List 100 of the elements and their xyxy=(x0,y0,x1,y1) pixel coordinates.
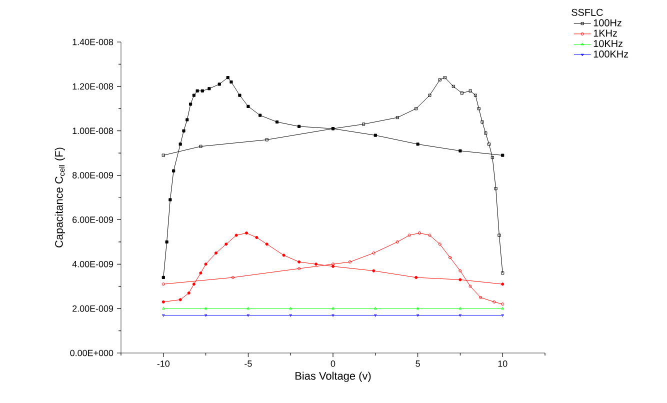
point xyxy=(492,300,496,304)
point xyxy=(289,314,292,317)
legend-title: SSFLC xyxy=(572,8,603,16)
point xyxy=(196,89,199,92)
point xyxy=(162,300,165,304)
point xyxy=(182,129,186,132)
point xyxy=(275,120,279,124)
point xyxy=(208,87,211,90)
point xyxy=(172,169,176,172)
point xyxy=(474,94,478,97)
legend-label: 1KHz xyxy=(594,30,617,37)
point xyxy=(224,242,228,246)
y-tick-label: 1.00E-008 xyxy=(72,128,114,134)
point xyxy=(214,251,218,255)
point xyxy=(231,276,234,280)
point xyxy=(460,92,464,95)
point xyxy=(498,234,501,237)
y-tick-label: 1.40E-008 xyxy=(72,38,114,46)
point xyxy=(238,94,242,97)
point xyxy=(348,260,352,264)
point xyxy=(332,314,334,317)
point xyxy=(199,271,202,275)
point xyxy=(479,296,482,300)
point xyxy=(396,240,399,244)
point xyxy=(186,118,189,122)
point xyxy=(374,134,377,137)
legend-label: 10KHz xyxy=(594,40,623,48)
point xyxy=(414,107,418,110)
y-axis-title: Capacitance C$_{cell}$ (F) xyxy=(54,148,66,248)
x-tick-label: 0 xyxy=(330,360,336,367)
point xyxy=(258,114,262,117)
point xyxy=(428,94,432,97)
point xyxy=(418,231,422,235)
legend-label: 100KHz xyxy=(594,50,628,58)
point xyxy=(188,102,192,106)
point xyxy=(244,231,248,235)
x-tick-label: -10 xyxy=(157,360,170,367)
point xyxy=(408,234,411,237)
point xyxy=(438,242,442,246)
point xyxy=(192,94,196,97)
point xyxy=(178,142,182,146)
point xyxy=(362,122,366,126)
point xyxy=(234,234,238,237)
point xyxy=(501,154,504,157)
point xyxy=(265,242,268,246)
point xyxy=(458,278,462,282)
point xyxy=(192,282,196,286)
point xyxy=(501,282,504,286)
point xyxy=(443,76,446,80)
point xyxy=(480,120,484,124)
point xyxy=(168,198,172,202)
point xyxy=(265,138,268,142)
point xyxy=(458,269,462,272)
point xyxy=(246,104,250,108)
y-tick-label: 8.00E-009 xyxy=(72,172,114,178)
point xyxy=(372,251,376,255)
point xyxy=(199,144,202,148)
point xyxy=(490,156,494,160)
point xyxy=(298,124,301,128)
point xyxy=(414,276,418,280)
point xyxy=(314,262,318,266)
point xyxy=(218,82,221,86)
point xyxy=(165,240,168,244)
x-axis-title: Bias Voltage (v) xyxy=(296,372,371,382)
point xyxy=(246,314,250,317)
point xyxy=(162,276,165,280)
point xyxy=(187,291,190,295)
point xyxy=(298,260,301,264)
point xyxy=(372,269,376,272)
point xyxy=(255,236,258,240)
point xyxy=(487,142,491,146)
point xyxy=(226,76,230,80)
point xyxy=(178,298,182,302)
point xyxy=(428,234,432,237)
point xyxy=(230,80,233,84)
point xyxy=(484,132,488,135)
point xyxy=(468,89,472,92)
x-tick-label: -5 xyxy=(244,360,252,367)
y-tick-label: 2.00E-009 xyxy=(72,305,114,312)
y-tick-label: 6.00E-009 xyxy=(72,216,114,223)
y-tick-label: 1.20E-008 xyxy=(72,83,114,90)
point xyxy=(200,89,204,92)
point xyxy=(204,314,208,317)
point xyxy=(468,284,472,288)
point xyxy=(298,267,301,270)
point xyxy=(396,116,399,120)
point xyxy=(448,256,452,260)
y-tick-label: 4.00E-009 xyxy=(72,260,114,268)
point xyxy=(458,314,462,317)
point xyxy=(204,262,208,266)
x-tick-label: 10 xyxy=(498,360,508,367)
point xyxy=(282,254,286,257)
legend-label: 100Hz xyxy=(594,19,622,26)
x-tick-label: 5 xyxy=(416,360,420,367)
y-tick-label: 0.00E+000 xyxy=(70,350,114,356)
point xyxy=(374,314,377,317)
point xyxy=(458,149,462,152)
point xyxy=(416,142,420,146)
point xyxy=(477,107,480,110)
point xyxy=(416,314,420,317)
